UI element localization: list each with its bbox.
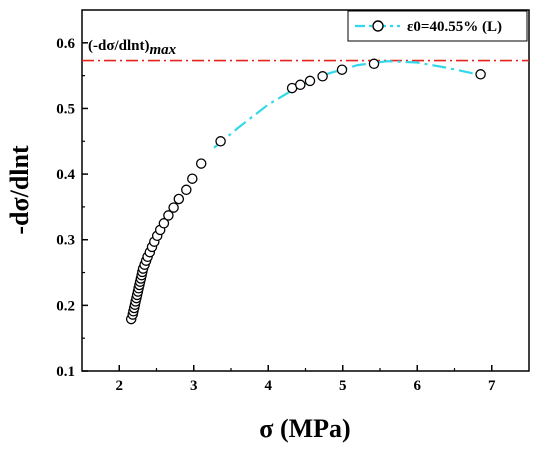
y-tick-label: 0.3 [56,233,75,249]
x-tick-label: 2 [116,378,124,394]
x-tick-label: 7 [488,378,496,394]
data-point [304,75,316,87]
data-point [163,210,174,221]
legend-label: ε0=40.55% (L) [407,19,502,35]
y-tick-label: 0.1 [56,364,75,380]
max-reference-label-subscript: max [150,42,177,58]
y-tick-label: 0.4 [56,167,75,183]
y-tick-label: 0.5 [56,101,75,117]
y-axis-ticks: 0.1 0.2 0.3 0.4 0.5 0.6 [56,36,88,380]
x-tick-label: 6 [414,378,422,394]
data-point [295,79,306,91]
legend: ε0=40.55% (L) [347,10,528,42]
data-point [215,136,226,147]
data-point [168,202,179,213]
data-point [475,69,486,80]
x-axis-ticks: 2 3 4 5 6 7 [116,365,496,394]
data-points [125,58,486,325]
data-point [195,158,207,169]
y-tick-label: 0.6 [56,36,75,52]
y-axis-title: -dσ/dlnt [5,145,34,235]
legend-marker [372,20,384,32]
y-tick-label: 0.2 [56,298,75,314]
max-reference-label: (-dσ/dlnt)max [88,38,177,58]
x-axis-title: σ (MPa) [259,414,350,443]
data-point [158,218,170,229]
data-point [317,71,328,82]
plot-frame [81,9,530,372]
data-point [368,58,380,70]
x-tick-label: 5 [339,378,347,394]
fit-curve [213,60,481,149]
data-point [173,193,185,205]
data-point [336,64,348,75]
x-tick-label: 3 [190,378,198,394]
x-tick-label: 4 [265,378,273,394]
max-reference-label-text: (-dσ/dlnt) [88,38,150,54]
data-point [187,173,198,184]
data-point [181,184,192,196]
